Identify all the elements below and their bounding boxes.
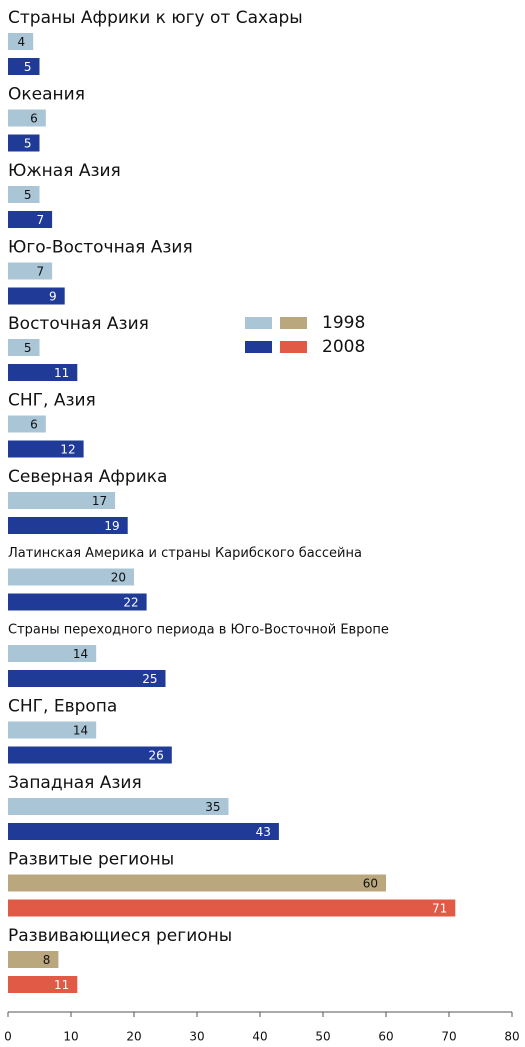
bar bbox=[8, 262, 53, 280]
value-label: 26 bbox=[149, 749, 164, 763]
value-label: 9 bbox=[49, 290, 57, 304]
value-label: 17 bbox=[92, 494, 107, 508]
value-label: 60 bbox=[363, 877, 378, 891]
bar bbox=[8, 287, 65, 305]
x-tick-label: 40 bbox=[252, 1030, 267, 1044]
value-label: 5 bbox=[24, 60, 32, 74]
value-label: 12 bbox=[60, 443, 75, 457]
bar bbox=[8, 798, 229, 815]
value-label: 22 bbox=[123, 596, 138, 610]
x-tick-label: 10 bbox=[63, 1030, 78, 1044]
value-label: 14 bbox=[73, 724, 88, 738]
legend-swatch bbox=[280, 341, 307, 353]
value-label: 19 bbox=[104, 519, 119, 533]
value-label: 20 bbox=[111, 571, 126, 585]
value-label: 71 bbox=[432, 902, 447, 916]
value-label: 14 bbox=[73, 647, 88, 661]
category-label: Северная Африка bbox=[8, 467, 167, 487]
bar bbox=[8, 976, 78, 993]
category-label: Океания bbox=[8, 85, 85, 105]
category-label: СНГ, Азия bbox=[8, 391, 96, 411]
bar bbox=[8, 951, 59, 968]
category-label: Южная Азия bbox=[8, 161, 121, 181]
value-label: 7 bbox=[36, 265, 44, 279]
bar bbox=[8, 721, 97, 739]
category-label: Развивающиеся регионы bbox=[8, 926, 232, 946]
value-label: 5 bbox=[24, 137, 32, 151]
category-label: Развитые регионы bbox=[8, 850, 174, 870]
value-label: 7 bbox=[36, 213, 44, 227]
value-label: 6 bbox=[30, 418, 38, 432]
legend-swatch bbox=[245, 341, 272, 353]
value-label: 11 bbox=[54, 978, 69, 992]
value-label: 5 bbox=[24, 188, 32, 202]
category-label: Латинская Америка и страны Карибского ба… bbox=[8, 546, 362, 561]
bar bbox=[8, 58, 40, 75]
x-tick-label: 0 bbox=[4, 1030, 12, 1044]
bar bbox=[8, 899, 456, 917]
category-label: Страны переходного периода в Юго-Восточн… bbox=[8, 623, 389, 638]
bar bbox=[8, 568, 134, 586]
bar bbox=[8, 874, 386, 892]
bar bbox=[8, 492, 116, 509]
bar bbox=[8, 593, 147, 611]
value-label: 35 bbox=[205, 800, 220, 814]
bar bbox=[8, 339, 40, 356]
value-label: 4 bbox=[18, 35, 26, 49]
x-tick-label: 70 bbox=[441, 1030, 456, 1044]
bar bbox=[8, 186, 40, 203]
bar bbox=[8, 33, 34, 50]
legend-label: 1998 bbox=[322, 313, 365, 333]
bar bbox=[8, 670, 166, 687]
x-tick-label: 30 bbox=[189, 1030, 204, 1044]
bar bbox=[8, 109, 46, 127]
legend-swatch bbox=[245, 317, 272, 329]
value-label: 6 bbox=[30, 112, 38, 126]
category-label: Западная Азия bbox=[8, 773, 142, 793]
value-label: 8 bbox=[43, 953, 51, 967]
legend-swatch bbox=[280, 317, 307, 329]
category-label: Страны Африки к югу от Сахары bbox=[8, 8, 303, 28]
value-label: 25 bbox=[142, 672, 157, 686]
bar bbox=[8, 823, 279, 840]
value-label: 5 bbox=[24, 341, 32, 355]
bar bbox=[8, 517, 128, 534]
category-label: СНГ, Европа bbox=[8, 697, 117, 717]
x-tick-label: 80 bbox=[504, 1030, 519, 1044]
bar bbox=[8, 211, 53, 228]
x-tick-label: 60 bbox=[378, 1030, 393, 1044]
bar bbox=[8, 440, 84, 458]
bar bbox=[8, 415, 46, 433]
value-label: 43 bbox=[256, 825, 271, 839]
x-tick-label: 50 bbox=[315, 1030, 330, 1044]
category-label: Юго-Восточная Азия bbox=[8, 238, 193, 258]
legend-label: 2008 bbox=[322, 337, 365, 357]
x-tick-label: 20 bbox=[126, 1030, 141, 1044]
value-label: 11 bbox=[54, 366, 69, 380]
bar bbox=[8, 746, 172, 764]
bar bbox=[8, 134, 40, 152]
bar bbox=[8, 364, 78, 381]
category-label: Восточная Азия bbox=[8, 314, 149, 334]
bar bbox=[8, 645, 97, 662]
